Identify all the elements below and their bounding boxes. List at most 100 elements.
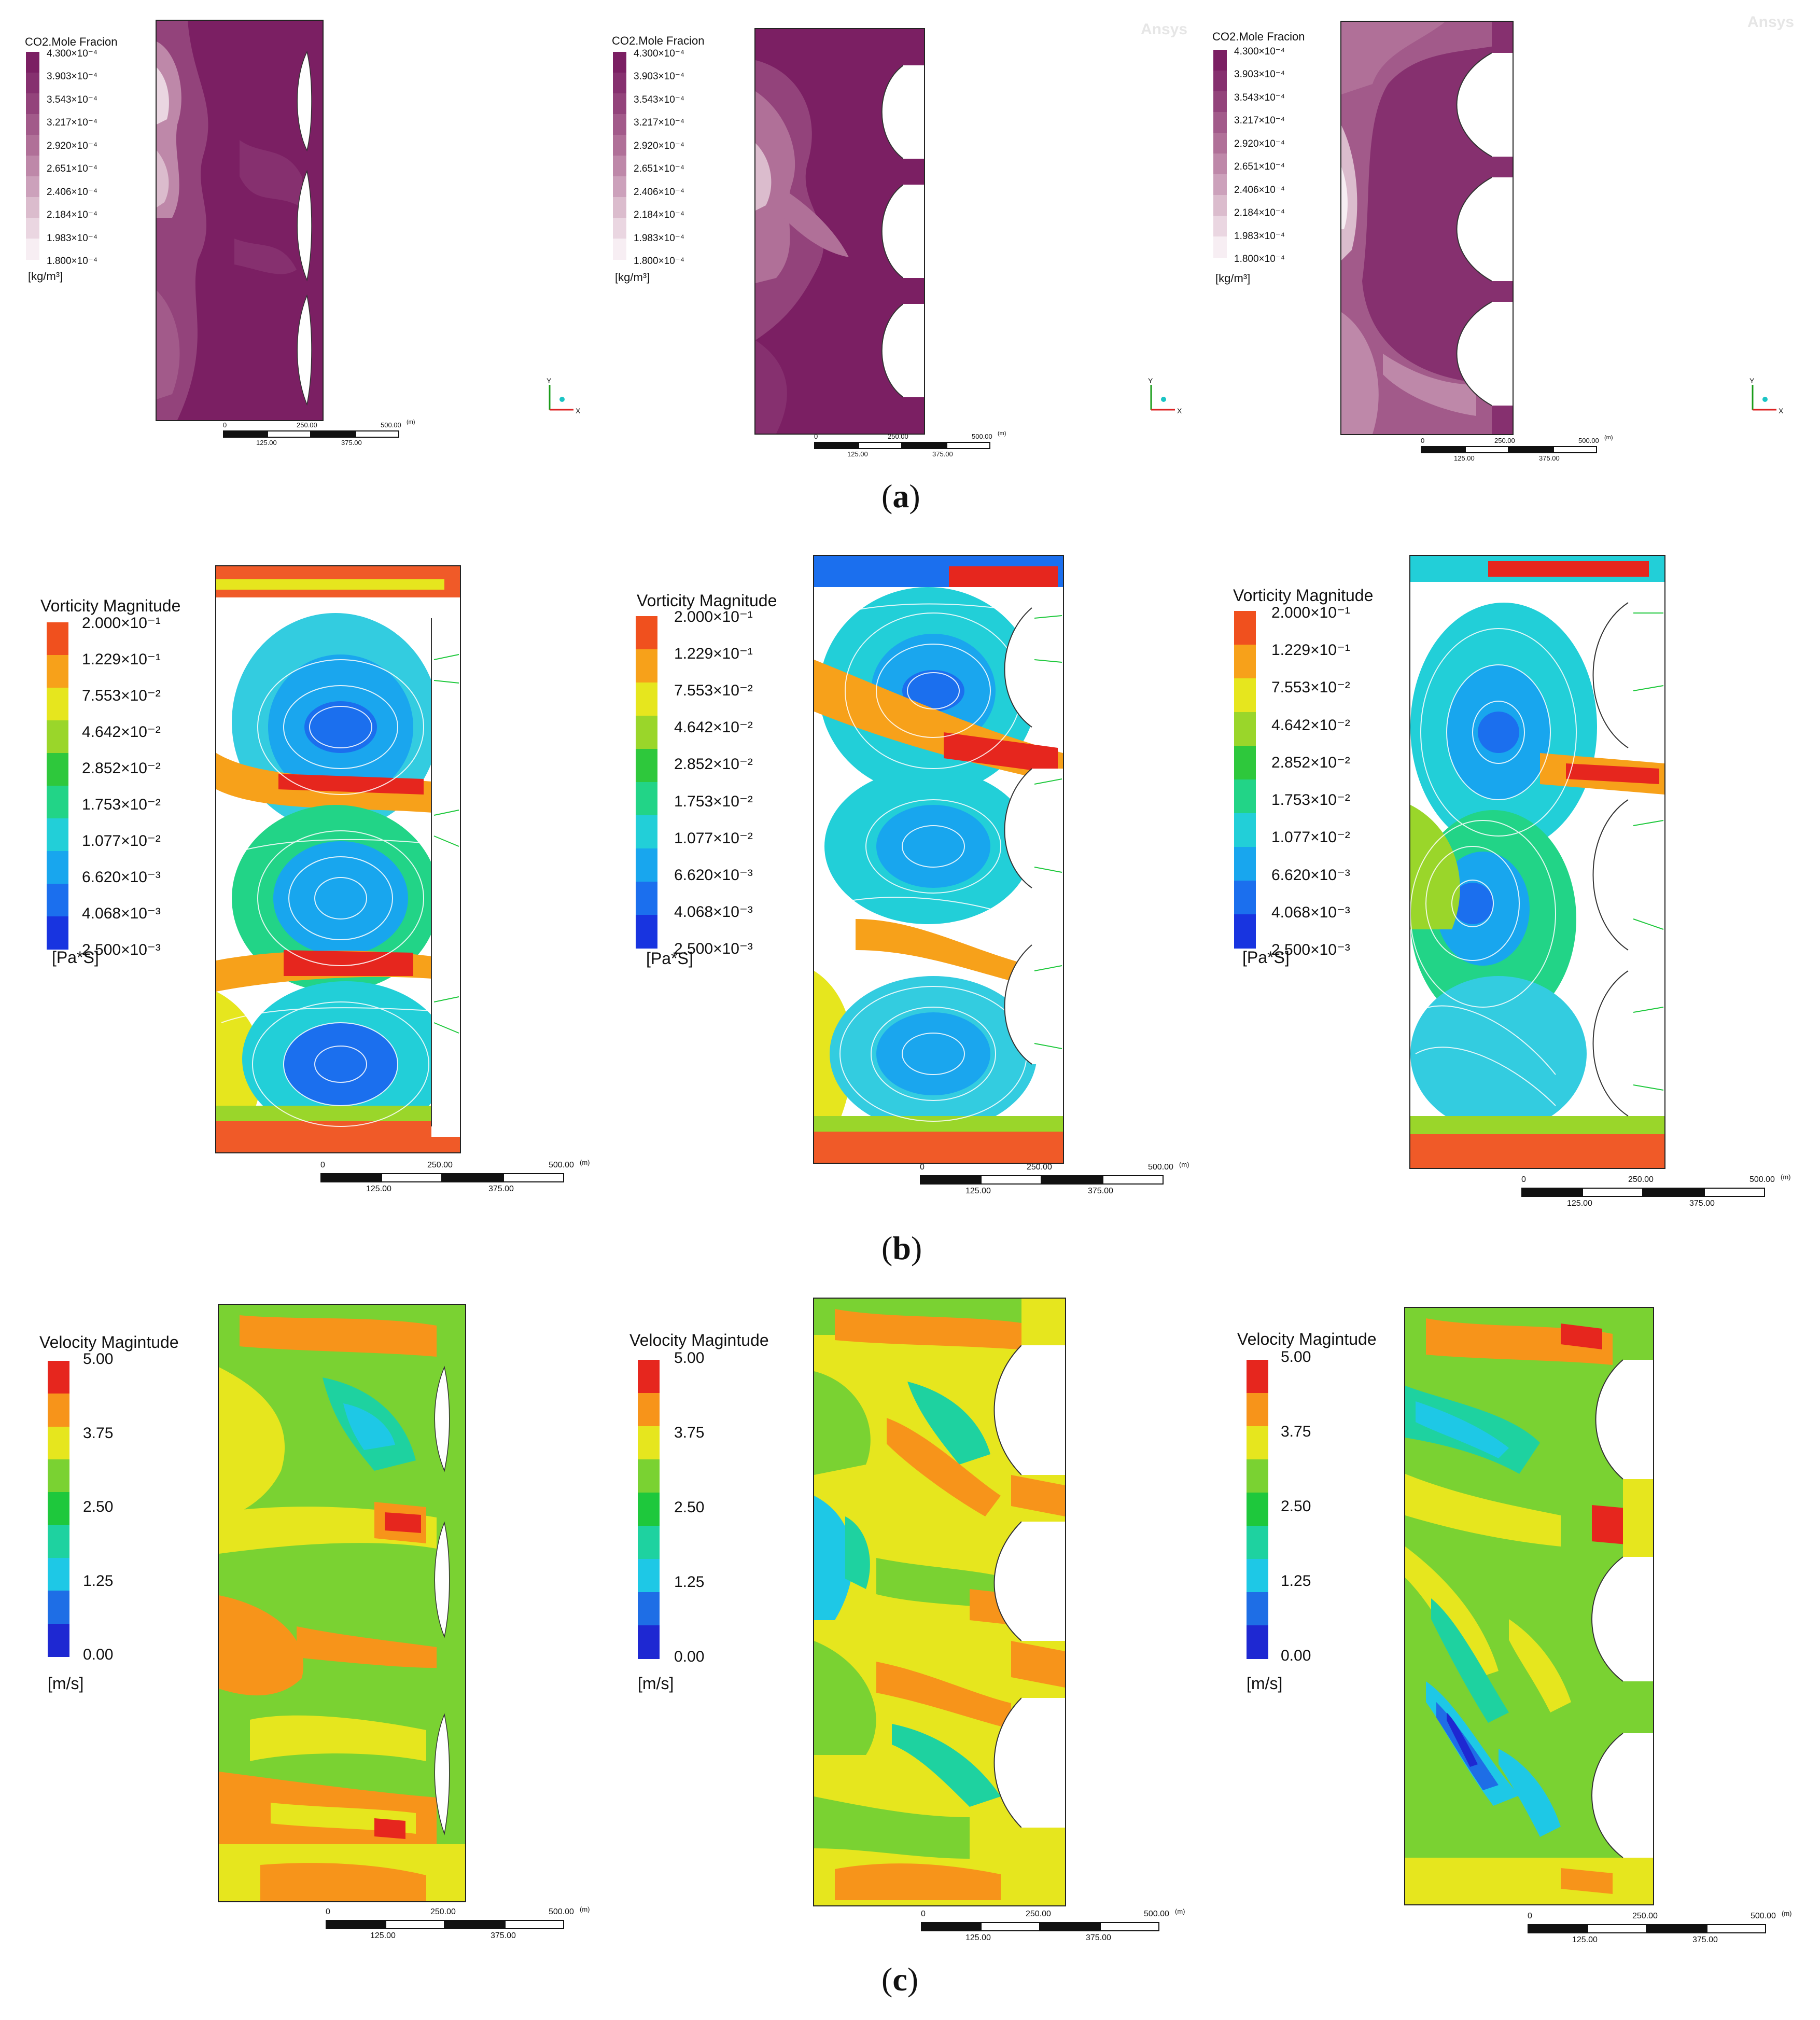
panel-b1: Vorticity Magnitude 2.000×10⁻¹ 1.229×10⁻¹… <box>0 550 601 1224</box>
legend-tick-label: 3.217×10⁻⁴ <box>634 117 684 129</box>
legend-unit: [Pa*S] <box>646 949 693 968</box>
legend-unit: [Pa*S] <box>52 948 99 967</box>
color-legend <box>47 622 68 950</box>
legend-swatch <box>1234 914 1256 949</box>
legend-title: Vorticity Magnitude <box>1233 586 1374 605</box>
legend-tick-label: 2.651×10⁻⁴ <box>47 163 97 175</box>
velocity-contour-field <box>1404 1307 1654 1905</box>
scale-label: 375.00 <box>1088 1187 1113 1195</box>
legend-tick-label: 3.543×10⁻⁴ <box>1234 92 1285 103</box>
legend-title: CO2.Mole Fracion <box>1212 30 1305 43</box>
legend-unit: [kg/m³] <box>1215 272 1251 285</box>
legend-swatch <box>26 156 39 177</box>
legend-tick-label: 2.500×10⁻³ <box>674 940 753 957</box>
legend-swatch <box>636 848 657 882</box>
legend-tick-label: 1.753×10⁻² <box>1271 791 1350 809</box>
legend-swatch <box>1213 91 1227 113</box>
scale-label: 125.00 <box>1567 1199 1592 1208</box>
scale-label: 125.00 <box>366 1185 391 1193</box>
legend-swatch <box>48 1591 69 1624</box>
scale-unit: (m) <box>1175 1907 1185 1915</box>
legend-swatch <box>1234 881 1256 915</box>
color-legend <box>1213 50 1227 258</box>
legend-swatch <box>1213 195 1227 216</box>
legend-swatch <box>26 176 39 198</box>
legend-tick-label: 2.651×10⁻⁴ <box>634 163 684 175</box>
legend-swatch <box>613 197 626 218</box>
scale-label: 500.00 <box>972 433 992 440</box>
legend-tick-label: 1.983×10⁻⁴ <box>1234 230 1285 242</box>
legend-tick-label: 2.406×10⁻⁴ <box>634 186 684 198</box>
legend-swatch <box>1234 611 1256 645</box>
scale-unit: (m) <box>580 1159 590 1166</box>
scale-label: 500.00 <box>381 421 401 429</box>
legend-swatch <box>47 720 68 754</box>
axis-x-label: X <box>576 407 581 415</box>
legend-swatch <box>48 1558 69 1592</box>
coordinate-axes <box>1742 379 1784 415</box>
scale-label: 250.00 <box>1628 1175 1654 1184</box>
coordinate-axes <box>1141 379 1182 415</box>
legend-unit: [m/s] <box>638 1674 674 1693</box>
scale-label: 125.00 <box>370 1931 396 1940</box>
legend-swatch <box>26 239 39 260</box>
legend-tick-label: 0.00 <box>1281 1647 1311 1664</box>
legend-swatch <box>636 649 657 683</box>
scale-bar: 0 250.00 500.00 (m) 125.00 375.00 <box>1528 1910 1792 1950</box>
scale-label: 125.00 <box>1454 454 1475 462</box>
legend-swatch <box>1247 1526 1268 1559</box>
ansys-watermark: Ansys <box>1141 21 1188 38</box>
legend-swatch <box>1213 216 1227 237</box>
scale-label: 375.00 <box>1086 1933 1111 1942</box>
axis-y-label: Y <box>1749 377 1755 385</box>
legend-tick-label: 1.229×10⁻¹ <box>674 645 753 663</box>
legend-tick-label: 0.00 <box>674 1648 705 1665</box>
legend-tick-label: 4.300×10⁻⁴ <box>634 48 684 59</box>
legend-swatch <box>636 915 657 949</box>
legend-swatch <box>1213 154 1227 175</box>
legend-swatch <box>613 114 626 135</box>
legend-tick-label: 1.25 <box>1281 1572 1311 1590</box>
legend-swatch <box>1213 50 1227 71</box>
legend-tick-label: 2.651×10⁻⁴ <box>1234 161 1285 173</box>
color-legend <box>613 52 626 260</box>
legend-tick-label: 4.642×10⁻² <box>82 723 161 741</box>
legend-tick-label: 2.406×10⁻⁴ <box>1234 184 1285 196</box>
scale-unit: (m) <box>1604 435 1613 441</box>
legend-tick-label: 6.620×10⁻³ <box>674 866 753 884</box>
legend-tick-label: 2.500×10⁻³ <box>1271 941 1350 958</box>
scale-label: 375.00 <box>491 1931 516 1940</box>
velocity-contour-field <box>813 1298 1066 1906</box>
scale-unit: (m) <box>1782 1910 1792 1917</box>
scale-label: 500.00 <box>549 1907 574 1916</box>
legend-tick-label: 3.903×10⁻⁴ <box>1234 69 1285 80</box>
scale-label: 250.00 <box>1632 1912 1658 1920</box>
legend-tick-label: 2.852×10⁻² <box>82 760 161 777</box>
scale-unit: (m) <box>998 430 1006 437</box>
legend-swatch <box>1247 1393 1268 1427</box>
axis-x-label: X <box>1779 407 1784 415</box>
legend-tick-label: 1.077×10⁻² <box>674 829 753 847</box>
velocity-contour-field <box>218 1304 466 1902</box>
scale-label: 250.00 <box>427 1161 453 1169</box>
axis-y-label: Y <box>1148 377 1153 385</box>
legend-swatch <box>26 135 39 156</box>
legend-tick-label: 3.903×10⁻⁴ <box>634 71 684 82</box>
legend-swatch <box>47 916 68 950</box>
scale-label: 375.00 <box>1689 1199 1715 1208</box>
legend-swatch <box>636 882 657 915</box>
legend-tick-label: 1.800×10⁻⁴ <box>634 256 684 267</box>
legend-tick-label: 2.000×10⁻¹ <box>1271 604 1350 621</box>
scale-label: 125.00 <box>1572 1935 1598 1944</box>
legend-title: Velocity Magintude <box>39 1333 179 1352</box>
legend-tick-label: 1.800×10⁻⁴ <box>47 256 97 267</box>
axis-x-label: X <box>1177 407 1182 415</box>
legend-swatch <box>1234 813 1256 847</box>
legend-tick-label: 3.217×10⁻⁴ <box>1234 115 1285 127</box>
legend-swatch <box>613 135 626 156</box>
legend-tick-label: 1.753×10⁻² <box>674 792 753 810</box>
legend-swatch <box>1234 678 1256 713</box>
legend-tick-label: 6.620×10⁻³ <box>1271 866 1350 884</box>
scale-label: 250.00 <box>888 433 908 440</box>
ansys-watermark: Ansys <box>1747 13 1795 31</box>
